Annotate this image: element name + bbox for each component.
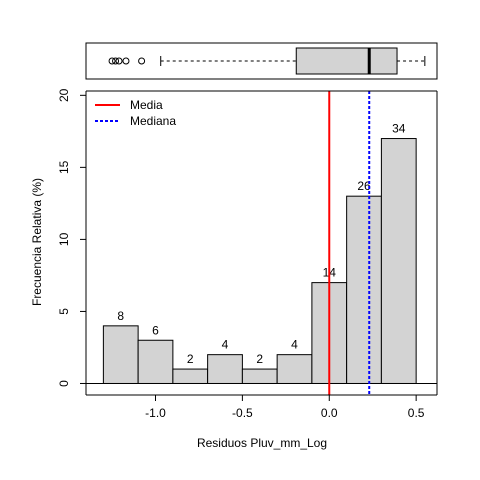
- y-tick-label: 5: [57, 308, 71, 315]
- boxplot-box: [295, 47, 398, 75]
- boxplot-frame: [85, 42, 438, 80]
- boxplot-outlier: [115, 57, 123, 65]
- x-tick-label: -0.5: [232, 406, 253, 420]
- histogram-bar: [207, 354, 243, 384]
- boxplot-outlier: [122, 57, 130, 65]
- histogram-bar: [276, 354, 313, 384]
- bar-count-label: 4: [222, 338, 229, 352]
- y-tick-label: 0: [57, 380, 71, 387]
- legend-label: Media: [130, 98, 163, 112]
- boxplot-outlier: [138, 57, 146, 65]
- axes: -1.0 -0.5 0.0 0.5 0 5 10 15 20: [57, 88, 438, 420]
- x-tick-label: -1.0: [145, 406, 166, 420]
- x-tick-label: 0.5: [408, 406, 425, 420]
- legend: Media Mediana: [95, 98, 176, 128]
- x-tick-label: 0.0: [321, 406, 338, 420]
- y-axis-label: Frecuencia Relativa (%): [30, 178, 44, 306]
- boxplot-outlier: [112, 57, 120, 65]
- histogram-bar: [172, 368, 209, 384]
- bar-count-label: 8: [117, 309, 124, 323]
- histogram-bar: [241, 368, 278, 384]
- bar-count-label: 6: [152, 323, 159, 337]
- y-tick-label: 10: [57, 232, 71, 246]
- bar-count-label: 2: [256, 352, 263, 366]
- x-axis-label: Residuos Pluv_mm_Log: [197, 436, 327, 450]
- bar-count-label: 26: [357, 179, 371, 193]
- boxplot-panel: [85, 42, 438, 80]
- y-tick-label: 15: [57, 160, 71, 174]
- legend-label: Mediana: [130, 114, 176, 128]
- bar-count-label: 4: [291, 338, 298, 352]
- histogram-bar: [102, 325, 139, 384]
- histogram-panel: 862424142634: [86, 91, 437, 395]
- boxplot-outlier: [108, 57, 116, 65]
- bar-count-label: 34: [392, 122, 406, 136]
- bar-count-label: 2: [187, 352, 194, 366]
- histogram-bar: [380, 138, 417, 384]
- y-tick-label: 20: [57, 88, 71, 102]
- histogram-bar: [137, 339, 174, 384]
- histogram-bar: [346, 195, 382, 384]
